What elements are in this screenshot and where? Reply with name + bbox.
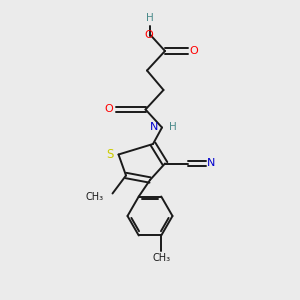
Text: CH₃: CH₃ [152, 253, 170, 263]
Text: S: S [107, 148, 114, 161]
Text: H: H [169, 122, 176, 133]
Text: O: O [104, 104, 113, 115]
Text: O: O [144, 29, 153, 40]
Text: CH₃: CH₃ [85, 191, 103, 202]
Text: H: H [146, 13, 154, 23]
Text: O: O [190, 46, 199, 56]
Text: N: N [150, 122, 158, 133]
Text: N: N [207, 158, 216, 169]
